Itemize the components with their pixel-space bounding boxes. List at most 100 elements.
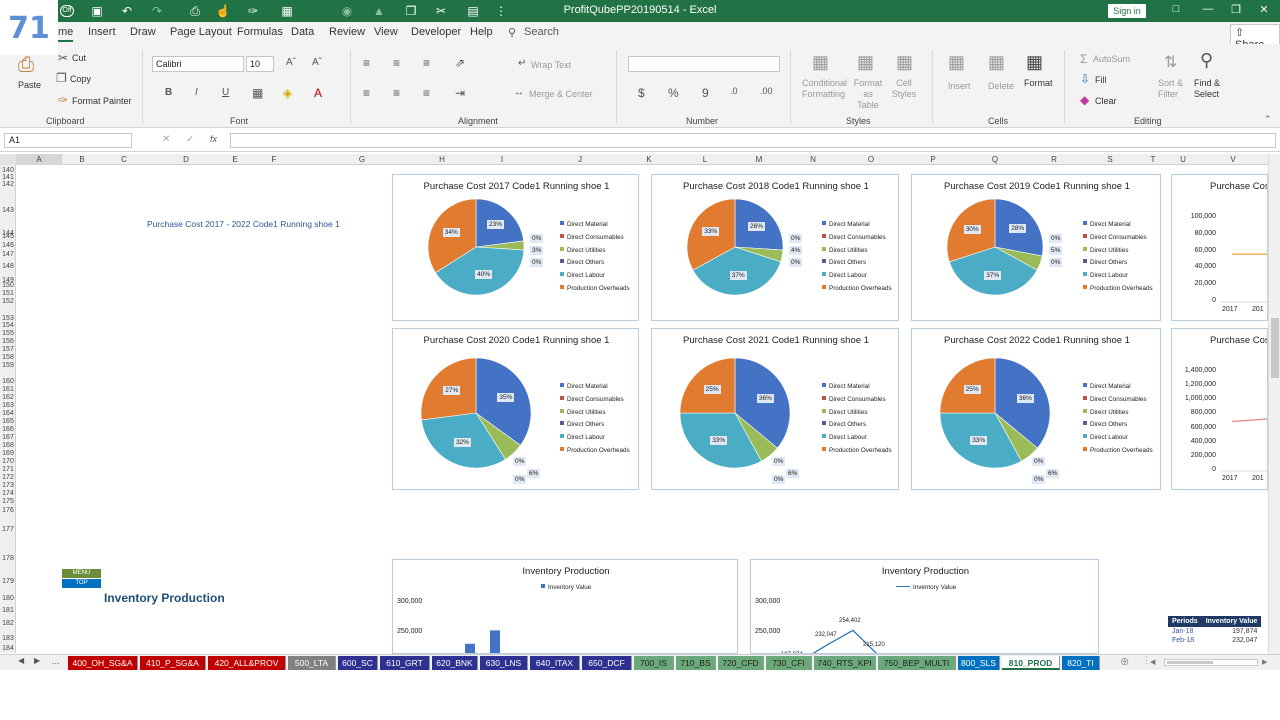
row-header[interactable]: 150 — [2, 282, 14, 289]
col-header[interactable]: H — [439, 155, 445, 164]
sheet-tab[interactable]: 630_LNS — [480, 656, 528, 670]
redo-icon[interactable]: ↷ — [151, 4, 163, 18]
col-header[interactable]: A — [16, 154, 62, 165]
row-header[interactable]: 153 — [2, 315, 14, 322]
format-painter-icon[interactable]: ✑ — [58, 93, 69, 107]
row-header[interactable]: 176 — [2, 507, 14, 514]
col-header[interactable]: M — [755, 155, 763, 164]
select-all-corner[interactable] — [0, 154, 16, 165]
prev-sheet-icon[interactable]: ◀ — [18, 656, 25, 665]
align-top-icon[interactable]: ≡ — [363, 56, 371, 70]
tab-options-icon[interactable]: ⋮ — [1142, 655, 1151, 665]
pie-chart-panel[interactable]: Purchase Cost 2019 Code1 Running shoe 1 2… — [911, 174, 1161, 321]
row-header[interactable]: 168 — [2, 442, 14, 449]
row-header[interactable]: 158 — [2, 354, 14, 361]
pie-chart-panel[interactable]: Purchase Cost 2020 Code1 Running shoe 1 3… — [392, 328, 639, 490]
row-header[interactable]: 173 — [2, 482, 14, 489]
tab-help[interactable]: Help — [470, 26, 493, 38]
cut-icon[interactable]: ✂ — [58, 51, 69, 65]
row-header[interactable]: 152 — [2, 298, 14, 305]
paste-qa-icon[interactable]: ▤ — [467, 4, 479, 18]
row-header[interactable]: 164 — [2, 410, 14, 417]
row-header[interactable]: 146 — [2, 242, 14, 249]
col-header[interactable]: N — [810, 155, 816, 164]
font-name-select[interactable]: Calibri — [152, 56, 244, 72]
row-header[interactable]: 165 — [2, 418, 14, 425]
row-header[interactable]: 174 — [2, 490, 14, 497]
conditional-formatting-button[interactable]: Conditional Formatting — [802, 78, 847, 100]
line-chart-panel[interactable]: Purchase Cost 1,400,000 1,200,000 1,000,00… — [1171, 328, 1268, 490]
row-header[interactable]: 166 — [2, 426, 14, 433]
align-middle-icon[interactable]: ≡ — [393, 56, 401, 70]
sheet-tab[interactable]: 650_DCF — [582, 656, 632, 670]
tab-draw[interactable]: Draw — [130, 26, 156, 38]
camera-icon[interactable]: ◉ — [341, 4, 353, 18]
row-header[interactable]: 155 — [2, 330, 14, 337]
row-header[interactable]: 144 — [2, 230, 14, 237]
tab-formulas[interactable]: Formulas — [237, 26, 283, 38]
col-header[interactable]: T — [1150, 155, 1156, 164]
fill-color-icon[interactable]: ◈ — [283, 86, 293, 100]
format-painter-button[interactable]: Format Painter — [72, 96, 132, 106]
pie-chart-panel[interactable]: Purchase Cost 2017 Code1 Running shoe 1 2… — [392, 174, 639, 321]
search-box[interactable]: Search — [524, 26, 559, 38]
more-sheets-button[interactable]: ... — [52, 656, 60, 666]
clear-button[interactable]: Clear — [1095, 96, 1117, 106]
sheet-tab[interactable]: 400_OH_SG&A — [68, 656, 138, 670]
bold-icon[interactable]: B — [165, 87, 173, 98]
decrease-decimal-icon[interactable]: .00 — [760, 86, 773, 96]
col-header[interactable]: Q — [991, 155, 999, 164]
row-header[interactable]: 159 — [2, 362, 14, 369]
row-header[interactable]: 162 — [2, 394, 14, 401]
col-header[interactable]: U — [1180, 155, 1186, 164]
col-header[interactable]: P — [930, 155, 936, 164]
tab-developer[interactable]: Developer — [411, 26, 462, 38]
cut-qa-icon[interactable]: ✂ — [435, 4, 447, 18]
underline-icon[interactable]: U — [222, 87, 230, 98]
grid-icon[interactable]: ▦ — [281, 4, 293, 18]
sheet-tab[interactable]: 600_SC — [338, 656, 378, 670]
collapse-ribbon-icon[interactable]: ⌃ — [1264, 114, 1272, 124]
scroll-right-icon[interactable]: ▶ — [1262, 659, 1268, 666]
inventory-bar-chart[interactable]: Inventory Production Inventory Value 300… — [392, 559, 738, 654]
insert-cells-button[interactable]: Insert — [948, 81, 971, 91]
sheet-tab[interactable]: 500_LTA — [288, 656, 336, 670]
pie-chart-panel[interactable]: Purchase Cost 2022 Code1 Running shoe 1 3… — [911, 328, 1161, 490]
cancel-icon[interactable]: ✕ — [162, 134, 171, 145]
tab-insert[interactable]: Insert — [88, 26, 116, 38]
delete-cells-button[interactable]: Delete — [988, 81, 1015, 91]
insert-function-icon[interactable]: fx — [210, 134, 218, 144]
row-header[interactable]: 170 — [2, 458, 14, 465]
sign-in-button[interactable]: Sign in — [1108, 4, 1146, 18]
col-header[interactable]: D — [183, 155, 189, 164]
ribbon-display-icon[interactable]: □ — [1172, 3, 1180, 15]
row-header[interactable]: 157 — [2, 346, 14, 353]
copy-button[interactable]: Copy — [70, 74, 92, 84]
row-header[interactable]: 151 — [2, 290, 14, 297]
sheet-tab[interactable]: 820_TI — [1062, 656, 1100, 670]
horizontal-scrollbar[interactable] — [1164, 659, 1258, 666]
save-icon[interactable]: ▣ — [91, 4, 103, 18]
wrap-text-button[interactable]: Wrap Text — [531, 60, 572, 70]
row-header[interactable]: 167 — [2, 434, 14, 441]
align-right-icon[interactable]: ≡ — [423, 86, 431, 100]
align-left-icon[interactable]: ≡ — [363, 86, 371, 100]
line-chart-panel[interactable]: Purchase Cost 100,000 80,000 60,000 40,000 2… — [1171, 174, 1268, 321]
pie-chart-panel[interactable]: Purchase Cost 2021 Code1 Running shoe 1 3… — [651, 328, 899, 490]
row-header[interactable]: 148 — [2, 263, 14, 270]
row-header[interactable]: 143 — [2, 207, 14, 214]
quick-access-icon[interactable]: ⎙ — [190, 4, 200, 18]
tab-view[interactable]: View — [374, 26, 398, 38]
col-header[interactable]: O — [867, 155, 875, 164]
vertical-scrollbar[interactable] — [1268, 154, 1280, 654]
row-header[interactable]: 163 — [2, 402, 14, 409]
undo-icon[interactable]: ↶ — [121, 4, 133, 18]
row-header[interactable]: 154 — [2, 322, 14, 329]
row-header[interactable]: 147 — [2, 251, 14, 258]
formula-input[interactable] — [230, 133, 1276, 148]
merge-center-button[interactable]: Merge & Center — [529, 89, 593, 99]
tab-review[interactable]: Review — [329, 26, 366, 38]
touch-mode-icon[interactable]: ☝ — [215, 4, 231, 18]
row-header[interactable]: 182 — [2, 620, 14, 627]
cell-styles-button[interactable]: Cell Styles — [886, 78, 922, 100]
